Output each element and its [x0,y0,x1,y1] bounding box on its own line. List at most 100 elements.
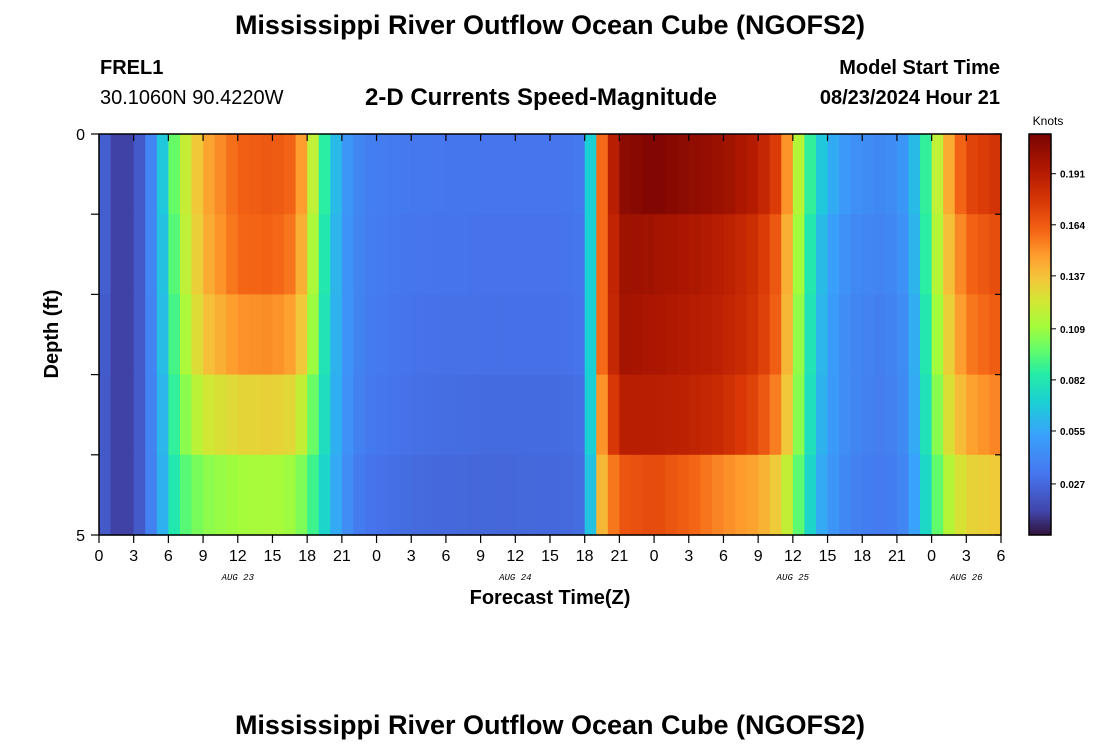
heatmap-cell [445,454,459,536]
heatmap-cell [630,214,644,295]
x-tick-label: 3 [407,548,416,565]
heatmap-cell [434,294,447,376]
heatmap-cell [330,454,343,536]
heatmap-cell [156,214,169,295]
heatmap-cell [677,374,690,456]
model-start-label: Model Start Time [839,57,1000,79]
heatmap-cell [110,214,123,295]
x-tick-label: 15 [819,548,837,565]
heatmap-cell [584,294,597,376]
heatmap-cell [850,454,863,536]
heatmap-cell [596,374,609,456]
heatmap-cell [422,374,435,456]
heatmap-cell [885,214,898,295]
heatmap-cell [642,294,655,376]
heatmap-cell [434,454,447,536]
heatmap-cell [388,374,401,456]
heatmap-cell [249,374,262,456]
heatmap-cell [249,214,262,295]
x-tick-label: 18 [298,548,316,565]
heatmap-cell [815,134,829,215]
heatmap-cell [341,374,355,456]
heatmap-cell [607,134,620,215]
heatmap-cell [156,374,169,456]
heatmap-cell [295,134,308,215]
heatmap-cell [885,374,898,456]
colorbar-tick-label: 0.109 [1060,325,1085,336]
heatmap-cell [515,294,528,376]
heatmap-cell [364,134,378,215]
heatmap-cell [526,214,540,295]
heatmap-cell [434,134,447,215]
heatmap-cell [122,374,135,456]
heatmap-cell [399,294,412,376]
heatmap-cell [168,374,181,456]
heatmap-cell [619,294,632,376]
heatmap-cell [376,294,389,376]
heatmap-cell [654,454,667,536]
heatmap-cell [110,294,123,376]
heatmap-cell [989,134,1002,215]
heatmap-cell [735,214,748,295]
heatmap-cell [214,134,227,215]
heatmap-cell [584,134,597,215]
heatmap-cell [943,374,956,456]
heatmap-cell [145,214,158,295]
heatmap-cell [573,134,586,215]
heatmap-cell [665,294,678,376]
heatmap-cell [226,134,239,215]
heatmap-cell [920,134,933,215]
x-tick-label: 6 [164,548,173,565]
x-tick-label: 18 [576,548,594,565]
heatmap-cell [526,294,540,376]
x-tick-label: 9 [754,548,763,565]
heatmap-cell [792,134,806,215]
heatmap-cell [526,454,540,536]
colorbar-tick-label: 0.191 [1060,170,1085,181]
heatmap-cell [122,294,135,376]
heatmap-cell [827,374,840,456]
heatmap-cell [815,214,829,295]
heatmap-cell [191,374,204,456]
heatmap-cell [723,294,736,376]
heatmap-cell [781,454,794,536]
heatmap-cell [364,454,378,536]
heatmap-cell [515,214,528,295]
heatmap-cell [769,134,782,215]
heatmap-cell [931,294,944,376]
heatmap-cell [561,214,574,295]
heatmap-cell [896,134,910,215]
heatmap-cell [908,454,921,536]
heatmap-cell [445,214,459,295]
heatmap-cell [850,294,863,376]
heatmap-cell [873,454,886,536]
heatmap-cell [607,454,620,536]
heatmap-cell [422,454,435,536]
heatmap-cell [191,214,204,295]
heatmap-cell [700,134,713,215]
heatmap-cell [480,294,493,376]
heatmap-cell [700,214,713,295]
heatmap-cell [122,454,135,536]
heatmap-cell [445,294,459,376]
heatmap-cell [989,374,1002,456]
heatmap-cell [492,214,505,295]
heatmap-cell [839,134,852,215]
heatmap-cell [214,454,227,536]
y-tick-label: 0 [76,127,85,144]
heatmap-cell [827,214,840,295]
x-tick-label: 12 [229,548,247,565]
heatmap-cell [411,214,424,295]
heatmap-cell [723,454,736,536]
heatmap-cell [145,134,158,215]
heatmap-cell [920,214,933,295]
heatmap-cell [711,134,725,215]
heatmap-cell [364,214,378,295]
heatmap-cell [260,294,274,376]
heatmap-cell [168,294,181,376]
heatmap-cell [642,374,655,456]
heatmap-cell [954,294,967,376]
x-tick-label: 18 [853,548,871,565]
footer-title: Mississippi River Outflow Ocean Cube (NG… [234,710,866,740]
heatmap-cell [284,214,297,295]
